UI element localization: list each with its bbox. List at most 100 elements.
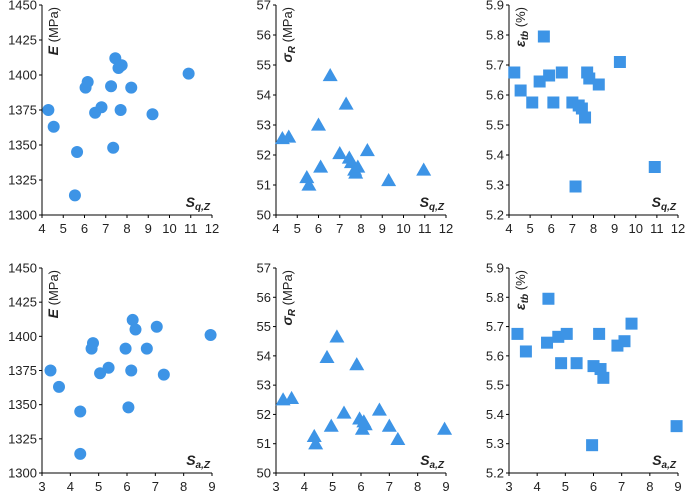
x-tick-label: 7 [102,221,109,236]
y-tick-label: 53 [257,118,271,133]
data-point [586,439,599,452]
x-tick-label: 5 [95,479,102,494]
y-tick-label: 51 [257,436,271,451]
y-axis-label: E (MPa) [45,270,61,318]
data-point [68,189,81,202]
data-point [514,84,527,97]
y-tick-label: 5.6 [486,88,504,103]
data-point [47,120,60,133]
x-tick-label: 7 [386,479,393,494]
data-point [81,76,94,88]
y-tick-label: 1300 [8,208,37,223]
x-axis-label: Sa,Z [652,452,677,471]
data-point [533,75,546,88]
data-point [182,67,195,80]
y-tick-label: 1350 [8,138,37,153]
data-point [519,345,532,358]
x-tick-label: 7 [336,221,343,236]
data-point [95,101,108,114]
y-tick-label: 52 [257,148,271,163]
panel-6: 5.2 5.3 5.4 5.5 5.6 5.7 5.8 5.9 3 4 5 6 7 8 9 εtb (%) Sa… [486,261,683,494]
x-tick-label: 4 [534,479,541,494]
y-tick-label: 1375 [8,363,37,378]
data-point [115,59,128,72]
data-point [74,405,87,418]
x-tick-label: 7 [618,479,625,494]
data-point [281,129,297,143]
y-tick-label: 1450 [8,0,37,13]
y-tick-label: 52 [257,407,271,422]
data-point [338,96,354,110]
x-tick-label: 5 [527,221,534,236]
y-tick-label: 50 [257,466,271,481]
data-point [560,327,573,340]
y-tick-label: 50 [257,208,271,223]
data-point [125,364,138,377]
y-tick-label: 5.8 [486,28,504,43]
x-tick-label: 12 [671,221,685,236]
x-tick-label: 4 [505,221,512,236]
y-tick-label: 1325 [8,431,37,446]
x-tick-label: 9 [208,479,215,494]
y-tick-label: 1375 [8,103,37,118]
y-tick-label: 54 [257,88,271,103]
x-tick-label: 12 [205,221,219,236]
y-tick-label: 5.4 [486,148,504,163]
data-point [42,104,55,116]
y-axis-label: εtb (%) [512,270,531,310]
data-point [299,170,315,184]
x-tick-label: 4 [67,479,74,494]
y-tick-label: 5.2 [486,208,504,223]
data-point [308,436,324,450]
y-tick-label: 55 [257,58,271,73]
x-tick-label: 5 [562,479,569,494]
data-point [44,364,57,377]
x-tick-label: 10 [162,221,176,236]
x-tick-label: 5 [294,221,301,236]
data-point [356,414,372,428]
x-tick-label: 8 [180,479,187,494]
x-tick-label: 8 [357,221,364,236]
data-point [349,357,365,371]
data-point [87,337,99,350]
y-tick-label: 5.9 [486,0,504,13]
y-tick-label: 57 [257,0,271,13]
x-axis-label: Sq,Z [652,194,677,213]
data-point [105,80,118,93]
y-axis-label: E (MPa) [45,7,61,55]
x-tick-label: 9 [674,479,681,494]
y-tick-label: 5.4 [486,407,504,422]
data-point [371,402,387,416]
data-point [579,111,592,124]
y-tick-label: 1400 [8,68,37,83]
data-point [102,361,115,374]
data-point [129,323,142,336]
data-point [542,292,555,305]
panel-4: 1300 1325 1350 1375 1400 1425 1450 3 4 5 6 7 8 9 E (MP… [8,261,217,494]
x-tick-label: 11 [184,221,198,236]
data-point [140,342,153,355]
y-axis-label: σR (MPa) [279,270,298,326]
data-point [359,143,375,157]
data-point [94,367,107,380]
x-tick-label: 5 [329,479,336,494]
data-point [311,117,326,131]
y-tick-label: 5.5 [486,378,504,393]
y-tick-label: 5.3 [486,436,504,451]
x-tick-label: 8 [123,221,130,236]
data-point [350,159,366,173]
x-axis-label: Sa,Z [420,452,445,471]
data-point [569,180,582,193]
data-point [319,349,335,363]
data-point [71,146,84,158]
y-tick-label: 53 [257,378,271,393]
data-point [150,320,163,333]
data-point [306,428,322,443]
panel-1: 1300 1325 1350 1375 1400 1425 1450 4 5 6 7 8 9 10 11 12… [8,0,219,236]
data-point [613,56,626,68]
x-tick-label: 7 [569,221,576,236]
x-tick-label: 9 [442,479,449,494]
x-tick-label: 8 [414,479,421,494]
x-tick-label: 12 [439,221,453,236]
